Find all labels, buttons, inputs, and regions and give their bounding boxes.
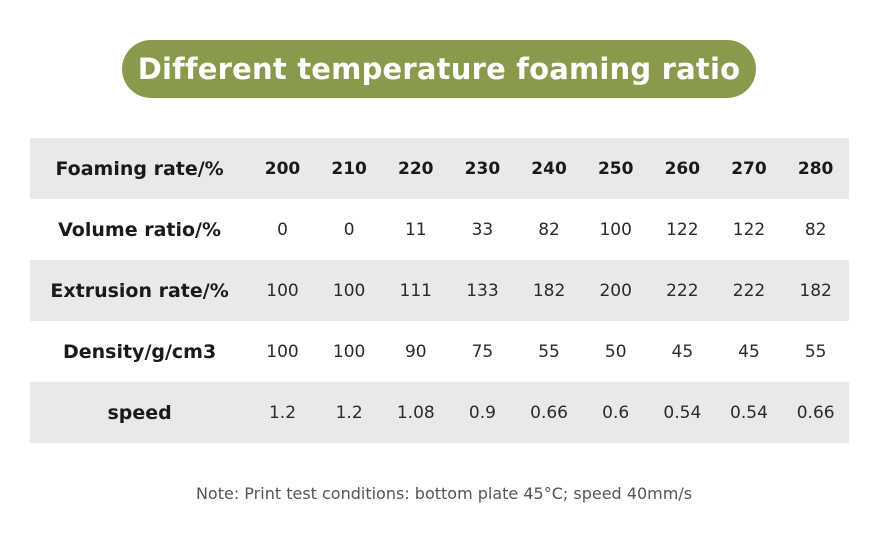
- header-cell: 210: [315, 138, 383, 199]
- table-row: Volume ratio/% 0 0 11 33 82 100 122 122 82: [30, 199, 849, 260]
- table-cell: 45: [671, 341, 694, 362]
- table-cell: 200: [582, 260, 650, 321]
- header-cell: 260: [649, 138, 716, 199]
- foaming-ratio-table: Foaming rate/% 200 210 220 230 240 250 260 270 28…: [30, 138, 849, 443]
- table-cell: 55: [804, 341, 827, 362]
- row-label: Foaming rate/%: [30, 138, 250, 199]
- table-cell: 0.54: [715, 382, 783, 443]
- table-header-row: Foaming rate/% 200 210 220 230 240 250 260 270 28…: [30, 138, 849, 199]
- table-cell: 111: [382, 260, 450, 321]
- table-cell: 0.66: [782, 382, 849, 443]
- table-cell: 82: [538, 219, 560, 240]
- table-cell: 133: [449, 260, 516, 321]
- table-cell: 0: [343, 219, 355, 240]
- test-conditions-note: Note: Print test conditions: bottom plat…: [195, 484, 693, 503]
- table-row: Density/g/cm3 100 100 90 75 55 50 45 45 55: [30, 321, 849, 382]
- table-cell: 100: [599, 219, 632, 240]
- header-cell: 280: [782, 138, 849, 199]
- table-cell: 1.2: [315, 382, 383, 443]
- table-row: speed 1.2 1.2 1.08 0.9 0.66 0.6 0.54 0.54 0.66: [30, 382, 849, 443]
- header-cell: 240: [515, 138, 583, 199]
- table-cell: 0.6: [582, 382, 650, 443]
- table-cell: 100: [332, 341, 366, 362]
- table-cell: 0: [277, 219, 288, 240]
- row-label: Extrusion rate/%: [30, 260, 250, 321]
- title-banner: Different temperature foaming ratio: [122, 40, 756, 98]
- table-cell: 182: [782, 260, 849, 321]
- row-label: speed: [30, 382, 250, 443]
- header-cell: 200: [249, 138, 316, 199]
- header-cell: 270: [715, 138, 783, 199]
- table-cell: 100: [315, 260, 383, 321]
- table-cell: 55: [538, 341, 560, 362]
- table-cell: 182: [515, 260, 583, 321]
- row-label: Density/g/cm3: [62, 340, 217, 363]
- row-label: Volume ratio/%: [58, 218, 222, 241]
- header-cell: 230: [449, 138, 516, 199]
- table-cell: 1.2: [249, 382, 316, 443]
- table-cell: 11: [404, 219, 427, 240]
- table-cell: 0.66: [515, 382, 583, 443]
- table-cell: 0.54: [649, 382, 716, 443]
- table-cell: 50: [604, 341, 627, 362]
- table-cell: 100: [266, 341, 299, 362]
- header-cell: 220: [382, 138, 450, 199]
- table-cell: 122: [732, 219, 766, 240]
- table-cell: 33: [471, 219, 494, 240]
- table-cell: 222: [715, 260, 783, 321]
- table-cell: 45: [738, 341, 760, 362]
- table-cell: 1.08: [382, 382, 450, 443]
- table-row: Extrusion rate/% 100 100 111 133 182 200 222 222…: [30, 260, 849, 321]
- header-cell: 250: [582, 138, 650, 199]
- table-cell: 222: [649, 260, 716, 321]
- table-cell: 122: [666, 219, 699, 240]
- table-cell: 82: [804, 219, 827, 240]
- page-title: Different temperature foaming ratio: [137, 52, 741, 86]
- table-cell: 100: [249, 260, 316, 321]
- table-cell: 75: [471, 341, 494, 362]
- table-cell: 0.9: [449, 382, 516, 443]
- table-cell: 90: [404, 341, 427, 362]
- table-body: Foaming rate/% 200 210 220 230 240 250 260 270 28…: [30, 138, 849, 443]
